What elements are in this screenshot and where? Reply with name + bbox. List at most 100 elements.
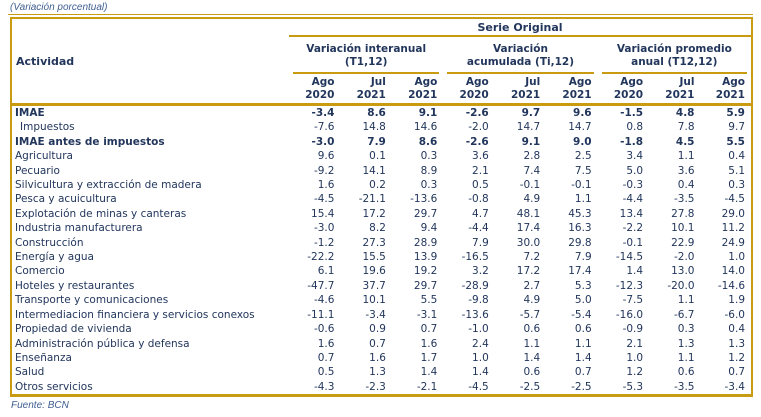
- value-cell: 0.3: [420, 179, 438, 192]
- value-cell: 3.6: [472, 150, 489, 163]
- value-cell: 1.1: [574, 337, 592, 350]
- value-cell: -3.4: [311, 107, 335, 119]
- value-cell: 0.6: [523, 366, 541, 379]
- value-cell: -3.0: [311, 135, 335, 148]
- value-cell: 1.9: [728, 294, 745, 307]
- value-cell: 7.9: [574, 251, 592, 264]
- value-cell: 5.0: [626, 164, 644, 177]
- value-cell: 5.3: [574, 279, 592, 292]
- period-header: Ago 2020: [443, 74, 495, 106]
- activity-cell: IMAE: [15, 107, 45, 119]
- group-label-line2: acumulada (Ti,12): [466, 56, 575, 68]
- value-cell: -2.2: [622, 222, 644, 235]
- value-cell: 30.0: [516, 236, 541, 249]
- value-cell: -6.7: [674, 308, 695, 321]
- value-cell: -9.8: [468, 294, 489, 307]
- value-cell: 0.4: [677, 179, 695, 192]
- table-row: Intermediacion financiera y servicios co…: [11, 308, 752, 322]
- value-cell: -21.1: [358, 193, 386, 206]
- value-cell: 0.7: [728, 366, 745, 379]
- value-cell: 3.2: [472, 265, 489, 278]
- table-row: Explotación de minas y canteras 15.4 17.2 2…: [11, 207, 752, 221]
- value-cell: 14.7: [516, 121, 541, 134]
- value-cell: -22.2: [307, 251, 335, 264]
- value-cell: 1.0: [728, 251, 745, 264]
- value-cell: 45.3: [568, 207, 592, 220]
- value-cell: -2.1: [416, 380, 438, 393]
- value-cell: -16.0: [615, 308, 644, 321]
- value-cell: 1.1: [574, 193, 592, 206]
- value-cell: 28.9: [413, 236, 438, 249]
- value-cell: -0.3: [622, 179, 644, 192]
- value-cell: 1.6: [317, 179, 335, 192]
- value-cell: -9.2: [313, 164, 335, 177]
- value-cell: 1.3: [677, 337, 695, 350]
- table-row: Transporte y comunicaciones -4.6 10.1 5.5 -9…: [11, 293, 752, 307]
- activity-cell: IMAE antes de impuestos: [15, 135, 165, 148]
- activity-cell: Enseñanza: [15, 351, 72, 364]
- value-cell: 1.1: [523, 337, 541, 350]
- activity-cell: Salud: [15, 366, 45, 379]
- group-label-line1: Variación promedio: [616, 43, 732, 55]
- value-cell: 0.6: [677, 366, 695, 379]
- activity-cell: Agricultura: [15, 150, 73, 163]
- value-cell: -0.1: [519, 179, 541, 192]
- value-cell: -13.6: [461, 308, 489, 321]
- value-cell: -4.5: [313, 193, 335, 206]
- value-cell: -3.5: [674, 380, 695, 393]
- value-cell: 14.8: [362, 121, 386, 134]
- value-cell: -1.8: [620, 135, 644, 148]
- period-header: Ago 2021: [700, 74, 752, 106]
- value-cell: 1.1: [677, 150, 695, 163]
- value-cell: 17.4: [568, 265, 592, 278]
- value-cell: 9.7: [728, 121, 745, 134]
- value-cell: 0.3: [677, 323, 695, 336]
- value-cell: 24.9: [721, 236, 745, 249]
- value-cell: 1.6: [369, 351, 386, 364]
- value-cell: 16.3: [568, 222, 592, 235]
- value-cell: 1.7: [420, 351, 438, 364]
- period-header: Jul 2021: [494, 74, 547, 106]
- value-cell: 2.7: [523, 279, 541, 292]
- value-cell: -6.0: [724, 308, 746, 321]
- table-row: Administración pública y defensa 1.6 0.7 1.…: [11, 337, 752, 351]
- value-cell: 8.6: [367, 107, 386, 119]
- value-cell: 1.6: [420, 337, 438, 350]
- activity-cell: Comercio: [15, 265, 65, 278]
- value-cell: 0.4: [728, 323, 745, 336]
- group-header-row: Variación interanual (T1,12) Variación acu…: [11, 36, 752, 74]
- table-row: IMAE -3.4 8.6 9.1 -2.6 9.7 9.6 -1.5 4.8 5.9: [11, 105, 752, 121]
- value-cell: 0.3: [420, 150, 438, 163]
- value-cell: -11.1: [307, 308, 335, 321]
- value-cell: 14.0: [721, 265, 745, 278]
- value-cell: 17.2: [362, 207, 386, 220]
- value-cell: 48.1: [516, 207, 541, 220]
- group-header-variacion-acumulada: Variación acumulada (Ti,12): [443, 36, 597, 74]
- value-cell: 15.4: [311, 207, 335, 220]
- value-cell: 17.2: [516, 265, 541, 278]
- value-cell: 0.8: [626, 121, 644, 134]
- value-cell: 17.4: [516, 222, 541, 235]
- value-cell: 1.1: [677, 351, 695, 364]
- value-cell: 5.0: [574, 294, 592, 307]
- value-cell: -7.5: [622, 294, 644, 307]
- value-cell: 7.4: [523, 164, 541, 177]
- value-cell: 0.7: [574, 366, 592, 379]
- value-cell: -2.5: [571, 380, 592, 393]
- value-cell: -4.6: [313, 294, 335, 307]
- value-cell: -3.5: [674, 193, 695, 206]
- value-cell: -1.2: [313, 236, 335, 249]
- value-cell: -1.0: [468, 323, 489, 336]
- activity-cell: Intermediacion financiera y servicios co…: [15, 308, 255, 321]
- value-cell: 9.1: [521, 135, 541, 148]
- value-cell: -3.4: [365, 308, 386, 321]
- value-cell: -14.6: [717, 279, 745, 292]
- activity-cell: Explotación de minas y canteras: [15, 207, 187, 220]
- value-cell: 1.2: [626, 366, 644, 379]
- activity-cell: Otros servicios: [15, 380, 93, 393]
- serie-original-header: Serie Original: [289, 18, 752, 37]
- value-cell: 1.4: [420, 366, 438, 379]
- value-cell: -28.9: [461, 279, 489, 292]
- period-header-row: Ago 2020 Jul 2021 Ago 2021 Ago 2020 Jul 2021 …: [11, 74, 752, 106]
